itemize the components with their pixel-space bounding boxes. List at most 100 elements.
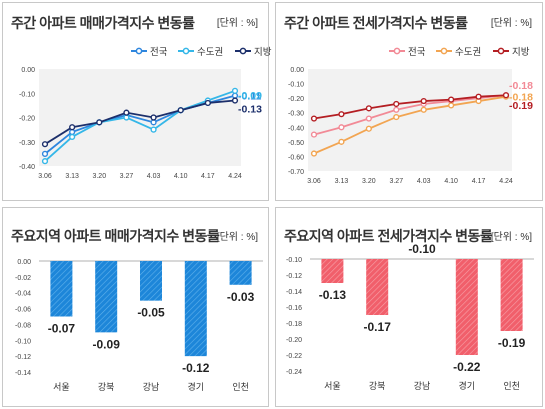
series-line-2 [313, 95, 507, 155]
x-tick-label: 3.06 [38, 173, 52, 180]
data-point [204, 99, 211, 107]
series-line-1 [313, 94, 507, 136]
x-tick-label: 4.10 [174, 173, 188, 180]
data-point [448, 102, 455, 109]
legend-label: 수도권 [455, 46, 481, 58]
y-tick-label: -0.22 [286, 353, 302, 360]
bar-value-label: -0.13 [319, 288, 347, 302]
legend-marker [182, 47, 190, 55]
data-point [393, 106, 400, 113]
legend-marker [239, 47, 247, 55]
y-tick-label: -0.50 [288, 140, 304, 147]
data-point [365, 125, 372, 132]
chart-title: 주간 아파트 전세가격지수 변동률 [284, 15, 468, 31]
bar-강북 [366, 259, 389, 315]
end-value-label: -0.19 [509, 100, 533, 112]
y-tick-label: -0.24 [286, 369, 302, 376]
data-point [231, 87, 239, 94]
y-tick-label: -0.12 [15, 354, 31, 361]
bar-value-label: -0.10 [408, 242, 436, 256]
bar-value-label: -0.12 [182, 361, 210, 375]
line-chart-weekly-jeonse: 0.00-0.10-0.20-0.30-0.40-0.50-0.60-0.703… [288, 46, 533, 185]
data-point [310, 150, 318, 157]
y-tick-label: -0.20 [288, 96, 304, 103]
x-tick-label: 4.24 [228, 173, 242, 180]
x-category-label: 강남 [414, 381, 431, 391]
y-tick-label: -0.20 [286, 337, 302, 344]
y-tick-label: -0.14 [15, 370, 31, 377]
data-point [69, 128, 76, 136]
line-chart-weekly-sale: 0.00 -0.10 -0.20 -0.30 -0.403.06 3.13 3.20 3.27… [19, 46, 272, 180]
y-tick-label: -0.16 [286, 305, 302, 312]
y-tick-label: 0.00 [17, 259, 31, 266]
x-category-label: 강북 [369, 381, 386, 391]
x-tick-label: 3.06 [307, 178, 321, 185]
x-tick-label: 4.10 [444, 178, 458, 185]
panel-region-jeonse: 주요지역 아파트 전세가격지수 변동률 [단위 : %] -0.10 -0.12-… [275, 207, 543, 407]
panel-weekly-jeonse: 주간 아파트 전세가격지수 변동률 [단위 : %] 0.00 -0.10 -0.2… [275, 2, 543, 201]
chart-title: 주요지역 아파트 전세가격지수 변동률 [284, 228, 493, 244]
legend-marker [393, 47, 401, 55]
unit-label: [단위 : %] [490, 232, 532, 243]
chart-title: 주요지역 아파트 매매가격지수 변동률 [11, 228, 220, 244]
plot-area [39, 69, 241, 166]
y-tick-label: -0.40 [288, 125, 304, 132]
x-category-label: 강북 [98, 382, 115, 392]
y-tick-label: 0.00 [21, 67, 35, 74]
x-tick-label: 3.20 [362, 178, 376, 185]
end-value-label: -0.18 [509, 80, 533, 92]
data-point [41, 141, 49, 148]
bar-경기 [184, 261, 207, 357]
panel-region-sale: 주요지역 아파트 매매가격지수 변동률 [단위 : %] 0.00 -0.02 -0… [2, 207, 269, 407]
panel-weekly-sale: 주간 아파트 매매가격지수 변동률 [단위 : %] 0.00 -0.10 -0.2… [2, 2, 272, 201]
x-tick-label: 4.03 [147, 173, 161, 180]
data-point [393, 100, 400, 108]
legend-label: 지방 [512, 47, 530, 58]
data-point [393, 113, 400, 121]
data-point [338, 138, 345, 145]
x-category-label: 경기 [459, 380, 476, 391]
series-line-3 [44, 99, 236, 145]
end-value-label: -0.09 [238, 90, 262, 102]
data-point [69, 124, 76, 131]
x-category-label: 인천 [503, 381, 520, 391]
bar-value-label: -0.17 [364, 320, 392, 334]
unit-label: [단위 : %] [490, 18, 532, 29]
data-point [338, 111, 345, 118]
y-tick-label: -0.08 [15, 322, 31, 329]
bar-value-label: -0.07 [48, 322, 76, 336]
data-point [420, 106, 427, 113]
y-tick-label: -0.30 [19, 140, 35, 147]
y-tick-label: -0.70 [288, 169, 304, 176]
legend-marker [497, 47, 505, 55]
data-point [448, 96, 455, 103]
end-value-label: -0.11 [238, 91, 262, 103]
plot-area [308, 69, 512, 171]
y-tick-label: -0.18 [286, 321, 302, 328]
data-point [420, 97, 427, 105]
end-value-label: -0.18 [509, 92, 533, 104]
y-tick-label: -0.60 [288, 154, 304, 161]
x-category-label: 인천 [232, 382, 249, 392]
y-tick-label: -0.04 [15, 291, 31, 298]
data-point [231, 92, 239, 99]
data-point [96, 119, 103, 126]
legend-marker [135, 47, 143, 55]
data-point [69, 133, 76, 141]
legend-label: 전국 [408, 47, 426, 58]
data-point [338, 124, 345, 131]
y-tick-label: -0.10 [15, 338, 31, 345]
x-tick-label: 3.20 [92, 173, 106, 180]
data-point [150, 126, 157, 133]
bar-value-label: -0.19 [498, 336, 526, 350]
y-tick-label: -0.10 [286, 257, 302, 264]
data-point [231, 97, 239, 104]
bar-강북 [95, 261, 118, 333]
data-point [150, 119, 157, 126]
data-point [502, 92, 510, 99]
bar-chart-region-sale: 0.00 -0.02 -0.04 -0.06 -0.08 -0.10 -0.12 -0.14 -… [15, 259, 263, 392]
legend-label: 수도권 [197, 46, 223, 58]
x-category-label: 경기 [188, 381, 205, 392]
x-category-label: 강남 [143, 382, 160, 392]
x-tick-label: 4.17 [472, 178, 486, 185]
